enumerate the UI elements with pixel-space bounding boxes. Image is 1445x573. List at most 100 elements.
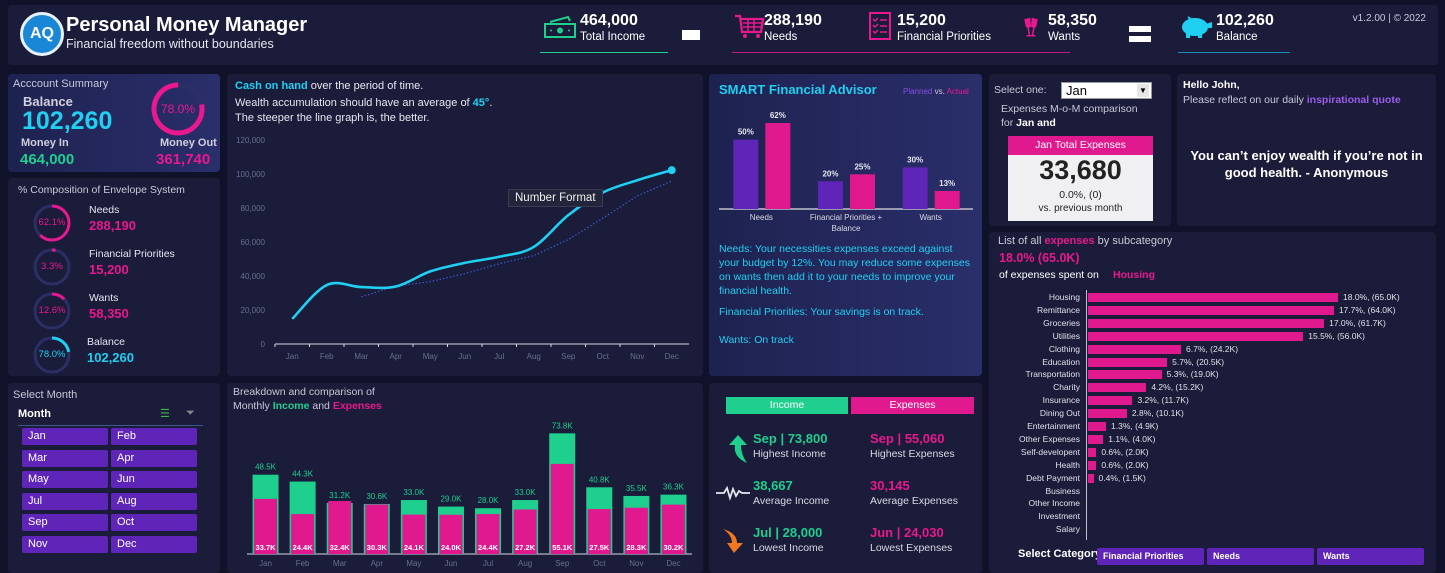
x-tick-label: Jul xyxy=(494,352,504,361)
x-tick-label: May xyxy=(423,352,438,361)
income-header: Income xyxy=(726,397,848,414)
text: for xyxy=(1001,117,1016,129)
mom-panel: Select one: Jan▼ Expenses M-o-M comparis… xyxy=(989,74,1171,226)
month-button-apr[interactable]: Apr xyxy=(111,450,197,467)
month-button-oct[interactable]: Oct xyxy=(111,514,197,531)
subcategory-label: Dining Out xyxy=(985,408,1080,418)
month-button-feb[interactable]: Feb xyxy=(111,428,197,445)
clear-filter-icon[interactable]: ⏷ xyxy=(186,407,195,420)
subcat-headline: 18.0% (65.0K) xyxy=(999,251,1080,265)
month-button-jun[interactable]: Jun xyxy=(111,471,197,488)
x-tick-label: Jun xyxy=(458,352,471,361)
x-tick-label: Nov xyxy=(630,352,644,361)
category-button[interactable]: Financial Priorities xyxy=(1097,548,1204,565)
subcategory-label: Transportation xyxy=(985,369,1080,379)
advisor-panel: SMART Financial Advisor Planned vs. Actu… xyxy=(709,74,982,376)
subcategory-label: Health xyxy=(985,460,1080,470)
select-one-label: Select one: xyxy=(994,84,1047,96)
y-tick-label: 60,000 xyxy=(241,238,266,247)
y-tick-label: 120,000 xyxy=(236,136,265,145)
month-button-dec[interactable]: Dec xyxy=(111,536,197,553)
expense-data-label: 55.1K xyxy=(552,543,573,552)
subcategory-label: Business xyxy=(985,486,1080,496)
text: Please reflect on our daily xyxy=(1183,94,1307,106)
month-button-jan[interactable]: Jan xyxy=(22,428,108,445)
category-button[interactable]: Needs xyxy=(1207,548,1314,565)
subcategory-value-label: 3.2%, (11.7K) xyxy=(1137,395,1188,405)
x-tick-label: Sep xyxy=(561,352,576,361)
x-tick-label: Jan xyxy=(286,352,299,361)
month-button-jul[interactable]: Jul xyxy=(22,493,108,510)
quote-text: You can’t enjoy wealth if you’re not in … xyxy=(1185,147,1428,181)
equals-operator-icon xyxy=(1129,26,1151,32)
month-button-sep[interactable]: Sep xyxy=(22,514,108,531)
planned-bar xyxy=(733,140,758,209)
ring-percent-label: 78.0% xyxy=(149,102,207,116)
kpi-label: Wants xyxy=(1048,31,1080,43)
expense-data-label: 27.2K xyxy=(515,543,536,552)
shopping-cart-icon xyxy=(734,14,766,40)
subcategory-bar xyxy=(1088,474,1094,483)
income-stat-value: 38,667 xyxy=(753,478,793,493)
y-tick-label: 20,000 xyxy=(241,306,266,315)
subcategory-label: Clothing xyxy=(985,344,1080,354)
envelope-item-value: 288,190 xyxy=(89,218,136,233)
month-button-may[interactable]: May xyxy=(22,471,108,488)
number-format-tooltip: Number Format xyxy=(508,189,603,207)
y-tick-label: 100,000 xyxy=(236,170,265,179)
kpi-value: 15,200 xyxy=(897,12,946,30)
kpi-value: 102,260 xyxy=(1216,12,1274,30)
income-data-label: 31.2K xyxy=(329,491,351,500)
month-dropdown[interactable]: Jan▼ xyxy=(1061,82,1152,99)
category-button[interactable]: Wants xyxy=(1317,548,1424,565)
envelope-item-name: Wants xyxy=(89,292,118,304)
month-button-nov[interactable]: Nov xyxy=(22,536,108,553)
subcategory-bar xyxy=(1088,306,1334,315)
mom-for: for Jan and xyxy=(1001,117,1056,129)
subcategory-value-label: 1.1%, (4.0K) xyxy=(1108,434,1155,444)
mom-card-header: Jan Total Expenses xyxy=(1008,136,1153,155)
subcategory-bar xyxy=(1088,461,1096,470)
month-button-mar[interactable]: Mar xyxy=(22,450,108,467)
version-label: v1.2.00 | © 2022 xyxy=(1353,13,1426,24)
expense-data-label: 27.5K xyxy=(589,543,610,552)
multi-select-icon[interactable]: ☰ xyxy=(160,407,170,420)
piggy-bank-icon xyxy=(1180,14,1214,40)
greeting: Hello John, xyxy=(1183,79,1240,91)
income-data-label: 40.8K xyxy=(589,475,611,484)
subcategory-bar xyxy=(1088,422,1106,431)
income-expense-panel: Breakdown and comparison of Monthly Inco… xyxy=(227,383,703,573)
subcategory-label: Investment xyxy=(985,511,1080,521)
expense-stat-value: 30,145 xyxy=(870,478,910,493)
subcategory-value-label: 15.5%, (56.0K) xyxy=(1308,331,1365,341)
expenses-header: Expenses xyxy=(851,397,974,414)
text: List of all xyxy=(998,235,1044,247)
subcategory-value-label: 5.3%, (19.0K) xyxy=(1167,369,1219,379)
expense-stat-label: Highest Expenses xyxy=(870,448,955,460)
month-button-aug[interactable]: Aug xyxy=(111,493,197,510)
envelope-pct-label: 12.6% xyxy=(32,305,72,316)
actual-bar xyxy=(850,174,875,209)
subcategory-value-label: 6.7%, (24.2K) xyxy=(1186,344,1238,354)
cash-line-chart: 020,00040,00060,00080,000100,000120,000J… xyxy=(227,74,703,376)
arrow-down-icon xyxy=(721,529,745,553)
subcategory-bar xyxy=(1088,435,1103,444)
y-tick-label: 0 xyxy=(261,340,266,349)
income-expense-bar-chart: 48.5K33.7KJan44.3K24.4KFeb31.2K32.4KMar3… xyxy=(227,383,703,573)
subcategory-label: Other Expenses xyxy=(985,434,1080,444)
subcategory-label: Self-developent xyxy=(985,447,1080,457)
mom-card-sub: vs. previous month xyxy=(1008,203,1153,214)
mom-month-bold: Jan and xyxy=(1016,117,1056,129)
subcategory-value-label: 1.3%, (4.9K) xyxy=(1111,421,1158,431)
income-data-label: 36.3K xyxy=(663,483,685,492)
chevron-down-icon[interactable]: ▼ xyxy=(1137,84,1149,97)
subcategory-label: Groceries xyxy=(985,318,1080,328)
subcategory-value-label: 4.2%, (15.2K) xyxy=(1151,382,1203,392)
income-stat-value: Sep | 73,800 xyxy=(753,431,827,446)
income-data-label: 44.3K xyxy=(292,470,314,479)
money-icon xyxy=(544,14,576,40)
app-title: Personal Money Manager xyxy=(66,14,307,37)
subcategory-label: Remittance xyxy=(985,305,1080,315)
cash-on-hand-panel: Cash on hand over the period of time. We… xyxy=(227,74,703,376)
kpi-label: Balance xyxy=(1216,31,1258,43)
